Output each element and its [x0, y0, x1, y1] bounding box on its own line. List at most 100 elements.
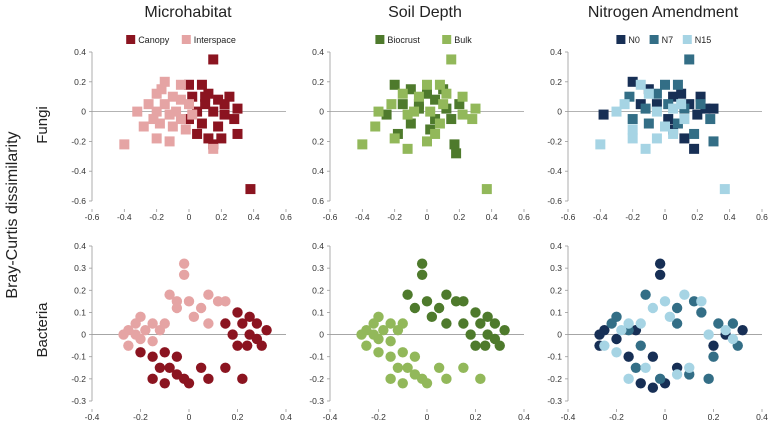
point-canopy — [251, 318, 263, 329]
point-bulk — [397, 378, 408, 389]
legend-swatch-bulk — [442, 35, 452, 44]
point-canopy — [237, 318, 248, 329]
point-n7 — [624, 91, 635, 102]
point-n7 — [654, 373, 666, 385]
legend-label-canopy: Canopy — [138, 35, 170, 45]
point-n7 — [708, 136, 719, 147]
point-bulk — [481, 184, 492, 195]
point-n15 — [664, 311, 676, 323]
point-n7 — [651, 88, 662, 99]
x-tick-label: -0.2 — [371, 412, 386, 422]
legend: N0 N7 N15 — [616, 35, 711, 45]
point-n15 — [727, 333, 739, 345]
point-bulk — [434, 118, 445, 129]
point-n7 — [627, 114, 638, 125]
point-biocrust — [397, 99, 408, 110]
point-bulk — [357, 139, 368, 150]
point-interspace — [212, 296, 224, 307]
point-interspace — [147, 318, 158, 329]
point-biocrust — [475, 318, 486, 329]
point-n0 — [663, 114, 674, 125]
y-tick-label: 0.4 — [74, 47, 86, 57]
point-interspace — [208, 143, 219, 154]
point-n0 — [651, 99, 662, 110]
point-canopy — [229, 114, 240, 125]
y-axis-label: Bray-Curtis dissimilarity — [4, 131, 21, 298]
point-canopy — [237, 373, 248, 385]
point-interspace — [156, 84, 167, 95]
y-tick-label: -0.2 — [71, 374, 86, 384]
legend-label-n7: N7 — [662, 35, 674, 45]
point-bulk — [356, 329, 367, 340]
panel-fungi-microhabitat: 0.4 0.2 0 -0.2 -0.4 -0.6 -0.6 -0.4 -0.2 0 0.2 0.4 0.… — [71, 35, 292, 222]
point-n7 — [630, 362, 642, 373]
point-n15 — [627, 124, 638, 135]
point-interspace — [147, 336, 158, 347]
point-canopy — [192, 128, 203, 139]
point-interspace — [130, 329, 141, 340]
x-tick-label: 0.4 — [756, 412, 768, 422]
point-canopy — [216, 133, 227, 144]
x-tick-label: 0.2 — [470, 412, 482, 422]
x-tick-label: 0 — [425, 412, 430, 422]
point-bulk — [402, 109, 413, 120]
point-n7 — [606, 318, 617, 329]
point-biocrust — [441, 289, 452, 300]
point-n15 — [616, 324, 627, 336]
column-title-nitrogen-amendment: Nitrogen Amendment — [588, 4, 739, 21]
legend-swatch-interspace — [181, 35, 191, 44]
point-biocrust — [381, 109, 392, 120]
point-interspace — [164, 289, 175, 300]
point-n0 — [676, 88, 687, 99]
point-biocrust — [494, 340, 505, 351]
point-bulk — [441, 373, 452, 385]
point-canopy — [224, 91, 235, 102]
point-canopy — [159, 378, 170, 389]
x-tick-label: 0 — [663, 212, 668, 222]
point-canopy — [219, 99, 230, 110]
point-biocrust — [430, 94, 441, 105]
point-canopy — [195, 362, 207, 373]
point-interspace — [184, 99, 194, 110]
point-interspace — [203, 289, 214, 300]
point-bulk — [385, 318, 396, 329]
point-bulk — [422, 136, 432, 147]
point-interspace — [167, 91, 178, 102]
x-tick-label: 0.2 — [453, 212, 465, 222]
point-n7 — [643, 118, 654, 129]
point-n0 — [611, 333, 622, 345]
panel-bacteria-soil-depth: 0.4 0.3 0.2 0.1 0 -0.1 -0.2 -0.3 -0.4 -0.2 0 0.2 0.4 — [309, 241, 530, 422]
point-bulk — [441, 88, 452, 99]
point-bulk — [470, 103, 481, 114]
point-biocrust — [426, 311, 438, 323]
point-biocrust — [413, 99, 424, 110]
point-canopy — [256, 340, 267, 351]
y-tick-label: 0.2 — [550, 285, 562, 295]
point-bulk — [378, 324, 389, 336]
point-n15 — [595, 139, 606, 150]
point-n7 — [671, 318, 683, 329]
point-n15 — [640, 362, 651, 373]
point-bulk — [385, 336, 396, 347]
y-tick-label: -0.2 — [71, 136, 86, 146]
point-n15 — [703, 329, 714, 340]
x-tick-label: 0.6 — [756, 212, 768, 222]
point-biocrust — [433, 302, 445, 314]
point-canopy — [208, 54, 219, 65]
x-tick-label: 0.6 — [280, 212, 292, 222]
point-n0 — [692, 109, 703, 120]
x-tick-label: -0.4 — [117, 212, 132, 222]
point-n7 — [727, 318, 739, 329]
point-interspace — [143, 99, 154, 110]
panels: 0.40.20-0.2-0.4-0.6-0.6 -0.4 -0.2 0 0.2 0.4 0.… — [71, 35, 768, 422]
point-bulk — [409, 106, 420, 117]
y-tick-label: -0.3 — [309, 396, 324, 406]
point-interspace — [151, 133, 162, 144]
point-canopy — [213, 94, 224, 105]
point-bulk — [370, 121, 381, 132]
point-interspace — [159, 76, 170, 87]
point-n15 — [651, 133, 662, 144]
point-bulk — [458, 362, 469, 373]
legend-label-biocrust: Biocrust — [387, 35, 420, 45]
point-biocrust — [458, 318, 469, 329]
